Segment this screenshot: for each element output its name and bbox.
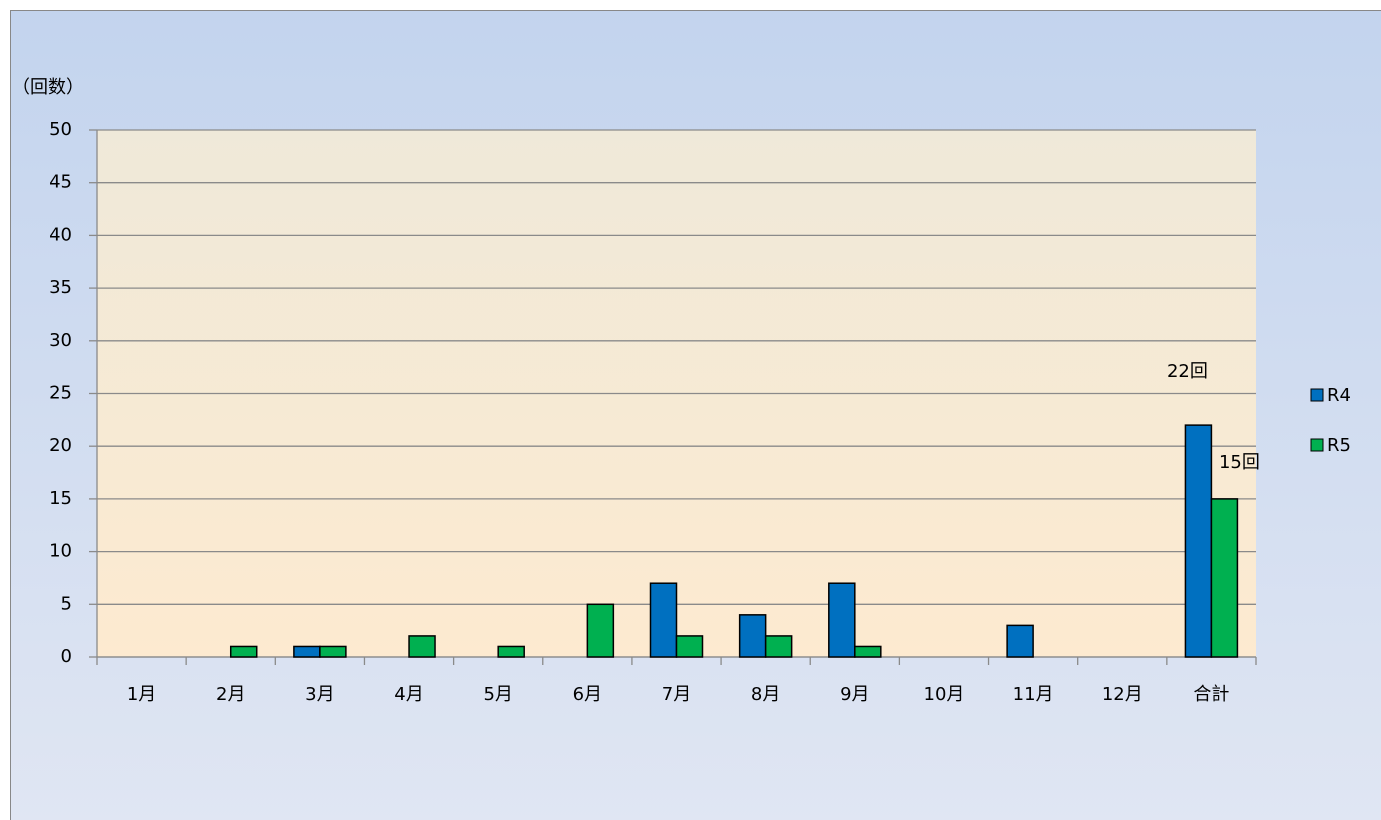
x-tick-label: 3月 [305,684,334,705]
x-tick-label: 6月 [573,684,602,705]
legend-label: R4 [1327,385,1351,406]
x-tick-label: 9月 [840,684,869,705]
bar [229,645,258,658]
y-tick-label: 25 [49,383,72,404]
x-tick-label: 合計 [1193,684,1229,705]
legend-swatch [1310,438,1324,452]
y-tick-label: 35 [49,277,72,298]
bar [649,582,678,658]
x-tick-label: 8月 [751,684,780,705]
bar [1006,624,1034,658]
x-tick-label: 4月 [394,684,423,705]
bar [828,582,856,658]
y-tick-label: 15 [49,488,72,509]
bar [408,635,436,658]
x-tick-label: 5月 [483,684,512,705]
x-tick-label: 2月 [216,684,245,705]
bar [675,635,704,658]
bar [854,645,882,658]
legend-swatch [1310,388,1324,402]
y-tick-label: 5 [61,593,72,614]
x-tick-label: 12月 [1102,684,1143,705]
bar [497,645,525,658]
x-tick-label: 7月 [662,684,691,705]
y-axis-label: （回数） [12,77,84,98]
y-tick-label: 0 [61,646,72,667]
bar [738,614,767,658]
y-tick-label: 45 [49,172,72,193]
x-tick-label: 10月 [924,684,965,705]
y-tick-label: 20 [49,435,72,456]
data-label: 15回 [1219,452,1260,473]
bar [764,635,793,658]
y-tick-label: 30 [49,330,72,351]
legend-label: R5 [1327,435,1351,456]
y-tick-label: 50 [49,119,72,140]
bar [1210,498,1239,658]
y-tick-label: 10 [49,541,72,562]
y-tick-label: 40 [49,224,72,245]
bar [319,645,347,658]
x-tick-label: 11月 [1013,684,1054,705]
bar [586,603,615,658]
x-tick-label: 1月 [127,684,156,705]
bar [1184,424,1213,658]
data-label: 22回 [1167,361,1208,382]
bar [293,645,321,658]
